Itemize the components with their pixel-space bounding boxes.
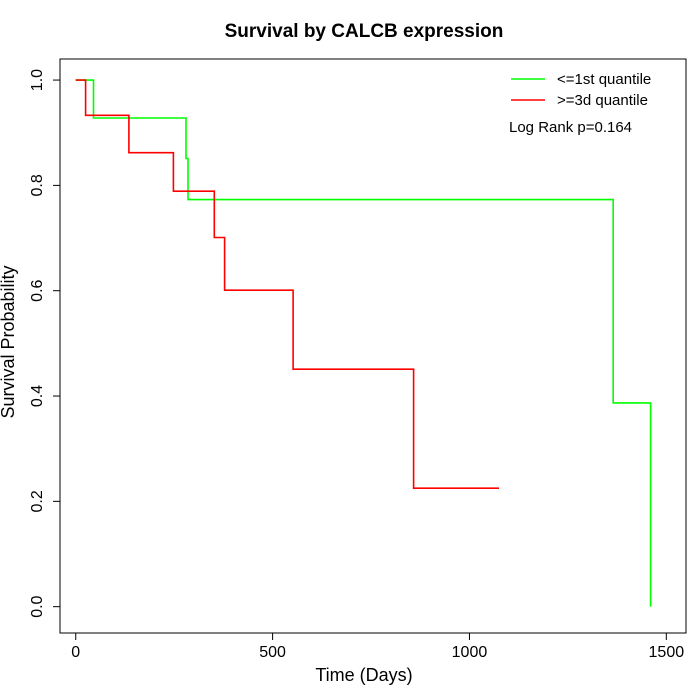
log-rank-annotation: Log Rank p=0.164 (509, 119, 632, 136)
chart-title: Survival by CALCB expression (225, 21, 504, 42)
y-tick-label: 0.2 (29, 490, 46, 512)
y-tick-label: 1.0 (29, 69, 46, 91)
y-tick-label: 0.8 (29, 174, 46, 196)
legend: Log Rank p=0.164 <=1st quantile >=3d quan… (509, 71, 651, 136)
x-tick-label: 0 (71, 644, 80, 661)
series-line-2 (75, 79, 499, 490)
y-axis-label: Survival Probability (0, 265, 18, 418)
x-tick-label: 500 (259, 644, 286, 661)
legend-label-2: >=3d quantile (557, 92, 648, 109)
y-tick-label: 0.4 (29, 385, 46, 407)
series-line-1 (75, 79, 652, 607)
x-tick-label: 1500 (649, 644, 685, 661)
y-tick-label: 0.0 (29, 595, 46, 617)
legend-label-1: <=1st quantile (557, 71, 651, 88)
x-axis-label: Time (Days) (315, 665, 412, 685)
y-tick-label: 0.6 (29, 279, 46, 301)
series-layer (75, 79, 652, 607)
axes: 0 500 1000 1500 0.0 0.2 0.4 0.6 0.8 1.0 (29, 69, 684, 661)
x-tick-label: 1000 (452, 644, 488, 661)
